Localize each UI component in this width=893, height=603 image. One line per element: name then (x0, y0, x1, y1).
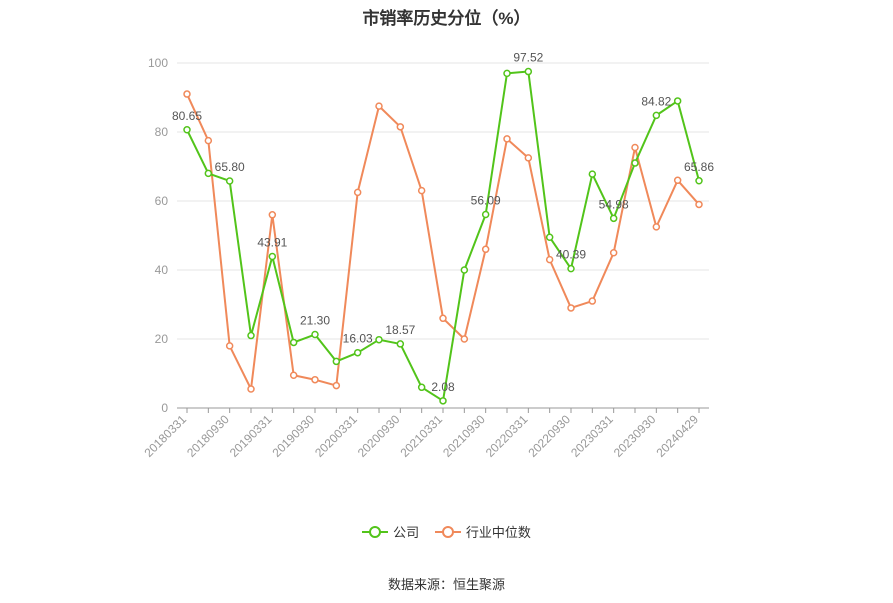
data-point-industry (396, 123, 405, 131)
data-point-company (268, 252, 277, 261)
x-tick-label: 20230930 (611, 412, 659, 460)
legend-swatch-company (362, 525, 389, 539)
data-label: 18.57 (385, 323, 415, 337)
data-label: 40.39 (556, 248, 586, 262)
data-point-company (631, 159, 639, 167)
data-point-company (247, 331, 255, 340)
data-point-company (503, 69, 511, 78)
data-point-company (332, 357, 341, 366)
legend-label-company: 公司 (393, 525, 420, 540)
x-tick-label: 20220930 (525, 412, 573, 460)
legend-item-company[interactable]: 公司 (362, 522, 419, 541)
legend-label-industry: 行业中位数 (465, 525, 531, 540)
x-tick-label: 20230331 (568, 412, 616, 460)
x-tick-label: 20180331 (141, 412, 189, 460)
data-point-company (204, 169, 213, 178)
data-point-company (396, 340, 405, 348)
data-point-industry (204, 136, 213, 145)
data-point-company (588, 170, 597, 178)
data-point-industry (609, 249, 618, 257)
data-label: 97.52 (513, 51, 543, 65)
data-label: 43.91 (257, 236, 287, 250)
y-tick-label: 40 (155, 263, 169, 277)
data-point-industry (588, 297, 597, 305)
data-point-company (652, 111, 661, 120)
data-source: 数据来源：恒生聚源 (387, 577, 505, 592)
legend-item-industry[interactable]: 行业中位数 (434, 522, 531, 541)
data-point-company (567, 264, 575, 273)
data-point-company (439, 397, 447, 405)
data-point-industry (332, 381, 341, 390)
data-label: 56.09 (471, 193, 501, 207)
data-point-company (695, 177, 703, 185)
data-label: 54.98 (599, 197, 629, 211)
data-point-company (353, 348, 362, 357)
data-point-company (673, 97, 682, 105)
y-tick-label: 20 (155, 332, 169, 346)
data-point-industry (375, 102, 383, 110)
data-point-company (524, 67, 533, 76)
data-point-industry (673, 176, 682, 185)
data-point-industry (247, 385, 255, 393)
data-point-industry (225, 342, 234, 350)
legend-swatch-industry (434, 525, 461, 539)
data-point-industry (417, 186, 426, 195)
data-point-company (375, 335, 383, 344)
data-label: 16.03 (343, 332, 373, 346)
data-point-company (183, 126, 191, 134)
data-point-company (417, 383, 426, 392)
x-tick-label: 20210930 (440, 412, 488, 460)
data-point-industry (545, 255, 554, 264)
data-point-company (460, 266, 469, 274)
data-label: 21.30 (300, 314, 330, 328)
x-tick-label: 20240429 (653, 412, 701, 460)
data-point-industry (268, 211, 277, 219)
data-point-industry (503, 135, 511, 143)
data-point-industry (289, 371, 298, 379)
data-point-industry (652, 223, 661, 231)
series-company (183, 67, 703, 405)
y-tick-label: 100 (148, 56, 168, 70)
legend: 公司 行业中位数 (0, 522, 893, 542)
data-label: 2.08 (431, 380, 455, 394)
x-tick-label: 20200331 (312, 412, 360, 460)
y-tick-label: 60 (155, 194, 169, 208)
series-industry (183, 90, 703, 393)
data-label: 84.82 (641, 94, 671, 108)
data-point-industry (311, 375, 319, 384)
data-label: 65.86 (684, 160, 714, 174)
data-point-company (289, 338, 298, 347)
data-point-industry (460, 335, 469, 343)
data-point-industry (353, 188, 362, 197)
data-point-company (481, 210, 490, 219)
data-point-industry (631, 143, 639, 152)
data-label: 80.65 (172, 109, 202, 123)
chart-title: 市销率历史分位（%） (362, 9, 531, 28)
y-tick-label: 0 (161, 401, 168, 415)
data-label: 65.80 (215, 160, 245, 174)
data-point-industry (524, 154, 533, 162)
data-point-industry (439, 314, 447, 323)
x-tick-label: 20180930 (184, 412, 232, 460)
x-tick-label: 20190331 (227, 412, 275, 460)
y-tick-label: 80 (155, 125, 169, 139)
data-point-company (225, 177, 234, 185)
data-point-industry (695, 200, 703, 209)
x-tick-label: 20190930 (269, 412, 317, 460)
x-tick-label: 20210331 (397, 412, 445, 460)
x-tick-label: 20200930 (355, 412, 403, 460)
data-point-company (609, 214, 618, 223)
x-tick-label: 20220331 (483, 412, 531, 460)
data-point-industry (183, 90, 191, 98)
data-point-company (311, 330, 319, 339)
data-point-company (545, 233, 554, 241)
data-point-industry (481, 245, 490, 254)
data-point-industry (567, 304, 575, 312)
